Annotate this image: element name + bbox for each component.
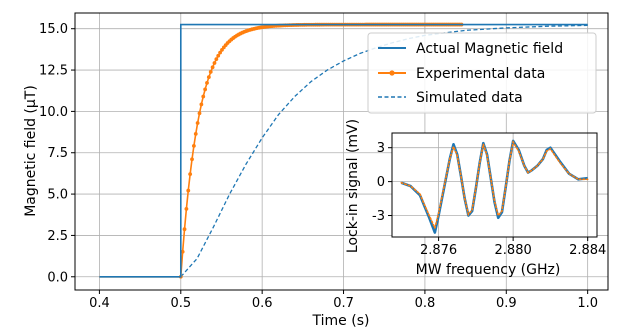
experimental-point [188, 172, 193, 177]
main-y-tick-label: 2.5 [47, 229, 68, 244]
legend: Actual Magnetic field Experimental data … [367, 32, 597, 114]
experimental-point [214, 57, 219, 62]
main-y-tick-label: 5.0 [47, 188, 68, 203]
inset-y-tick-label: 3 [377, 141, 385, 156]
inset-series [400, 139, 589, 234]
legend-label-experimental: Experimental data [416, 66, 545, 82]
main-x-tick-label: 0.9 [496, 296, 517, 311]
inset-x-tick-label: 2.884 [569, 243, 606, 258]
experimental-point [218, 50, 222, 55]
experimental-point [182, 227, 187, 232]
y-axis-label: Magnetic field (μT) [23, 85, 39, 217]
main-plot: 0.4 0.5 0.6 0.7 0.8 0.9 1.0 0.0 2.5 5.0 7.5 10.0 12… [23, 12, 609, 329]
experimental-point [216, 53, 221, 58]
main-x-tick-label: 0.8 [415, 296, 436, 311]
main-plot-frame [74, 12, 609, 291]
inset-x-axis-label: MW frequency (GHz) [416, 262, 561, 278]
main-x-tick-label: 0.5 [170, 296, 191, 311]
inset-y-ticks: -3 0 3 [372, 141, 392, 224]
x-axis-label: Time (s) [312, 313, 370, 329]
inset-y-tick-label: 0 [377, 175, 385, 190]
experimental-point [191, 143, 196, 148]
experimental-point [193, 131, 198, 136]
inset-frame [391, 132, 598, 238]
inset-x-ticks: 2.876 2.880 2.884 [420, 237, 606, 258]
experimental-point [203, 87, 208, 92]
main-x-tick-label: 0.6 [252, 296, 273, 311]
main-y-tick-label: 10.0 [39, 105, 68, 120]
experimental-point [206, 75, 211, 80]
main-y-tick-label: 0.0 [47, 270, 68, 285]
legend-marker-experimental [389, 70, 395, 76]
main-x-ticks: 0.4 0.5 0.6 0.7 0.8 0.9 1.0 [89, 290, 598, 311]
experimental-point [201, 94, 206, 99]
main-x-tick-label: 0.7 [333, 296, 354, 311]
inset-plot: 2.876 2.880 2.884 -303 MW frequency (GHz) … [345, 119, 606, 278]
main-x-tick-label: 1.0 [577, 296, 598, 311]
legend-label-simulated: Simulated data [416, 90, 523, 106]
inset-y-tick-label: -3 [372, 209, 385, 224]
experimental-point [186, 188, 191, 193]
experimental-point [190, 157, 194, 162]
inset-x-tick-label: 2.876 [420, 243, 457, 258]
experimental-point [195, 121, 200, 125]
legend-box [367, 32, 597, 114]
experimental-point [197, 111, 202, 116]
inset-y-axis-label: Lock-in signal (mV) [345, 119, 361, 253]
main-y-ticks: 0.0 2.5 5.0 7.5 10.0 12.5 15.0 [39, 22, 75, 285]
experimental-point [205, 81, 209, 85]
main-x-tick-label: 0.4 [89, 296, 110, 311]
legend-label-actual: Actual Magnetic field [416, 41, 563, 57]
main-y-tick-label: 12.5 [39, 64, 68, 79]
main-y-tick-label: 15.0 [39, 22, 68, 37]
experimental-point [180, 249, 185, 254]
inset-series-fit [400, 139, 589, 231]
main-y-tick-label: 7.5 [47, 146, 68, 161]
inset-x-tick-label: 2.880 [495, 243, 532, 258]
inset-background [392, 133, 597, 237]
experimental-point [210, 65, 215, 70]
main-series [99, 22, 588, 279]
series-actual-line [99, 23, 588, 278]
experimental-point [208, 70, 213, 74]
experimental-point [184, 206, 189, 211]
experimental-point [212, 61, 217, 65]
experimental-point [199, 102, 204, 107]
